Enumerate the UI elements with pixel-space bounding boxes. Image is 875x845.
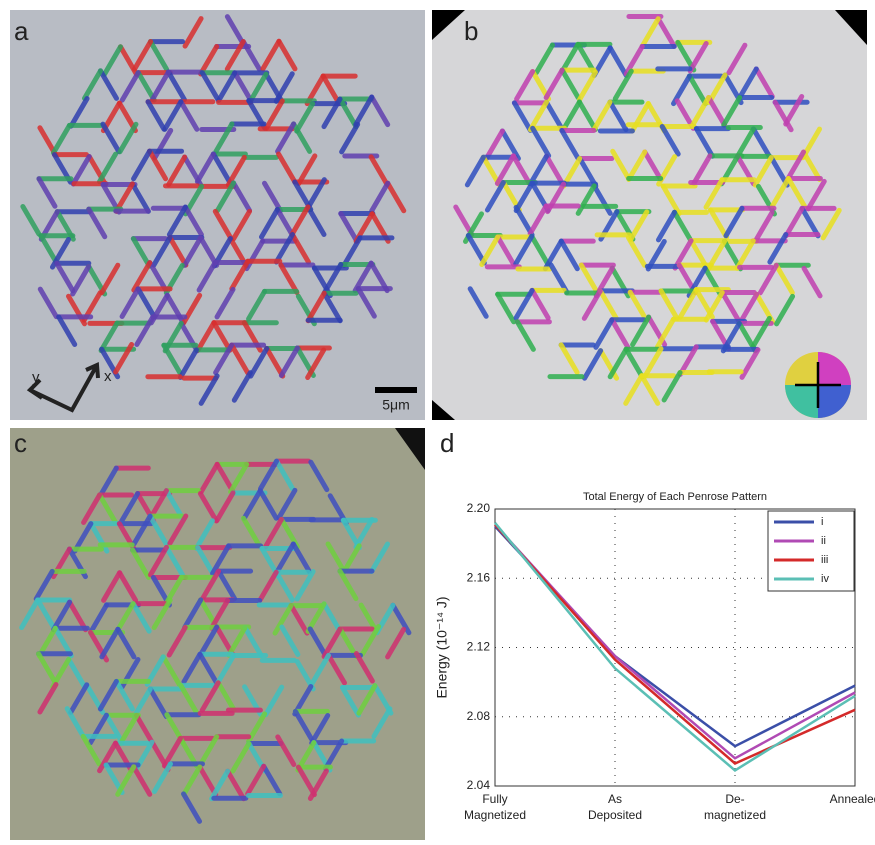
panel-label: d — [440, 428, 454, 458]
panel-label: a — [14, 16, 29, 46]
panel-c-image — [10, 428, 425, 840]
x-tick-label: AsDeposited — [588, 792, 642, 822]
x-tick-label: FullyMagnetized — [464, 792, 526, 822]
scale-bar — [375, 387, 417, 393]
legend-label: i — [821, 516, 823, 528]
axis-label: y — [32, 369, 40, 386]
panel-label: b — [464, 16, 478, 46]
x-tick-label: De-magnetized — [704, 792, 766, 822]
axis-label: x — [104, 368, 112, 385]
legend-label: ii — [821, 535, 826, 547]
panel-label: c — [14, 428, 27, 458]
y-tick-label: 2.04 — [467, 778, 491, 792]
scale-label: 5μm — [382, 397, 410, 413]
y-tick-label: 2.12 — [467, 640, 491, 654]
chart-title: Total Energy of Each Penrose Pattern — [583, 491, 767, 503]
color-wheel — [785, 352, 851, 418]
x-tick-label: Annealed — [830, 792, 875, 806]
y-axis-label: Energy (10⁻¹⁴ J) — [434, 596, 450, 698]
y-tick-label: 2.08 — [467, 709, 491, 723]
y-tick-label: 2.16 — [467, 570, 491, 584]
legend-label: iv — [821, 573, 829, 585]
figure: a b c d x y 5μm Total Energy of Each Pen… — [0, 0, 875, 845]
y-tick-label: 2.20 — [467, 501, 491, 515]
legend-label: iii — [821, 554, 828, 566]
